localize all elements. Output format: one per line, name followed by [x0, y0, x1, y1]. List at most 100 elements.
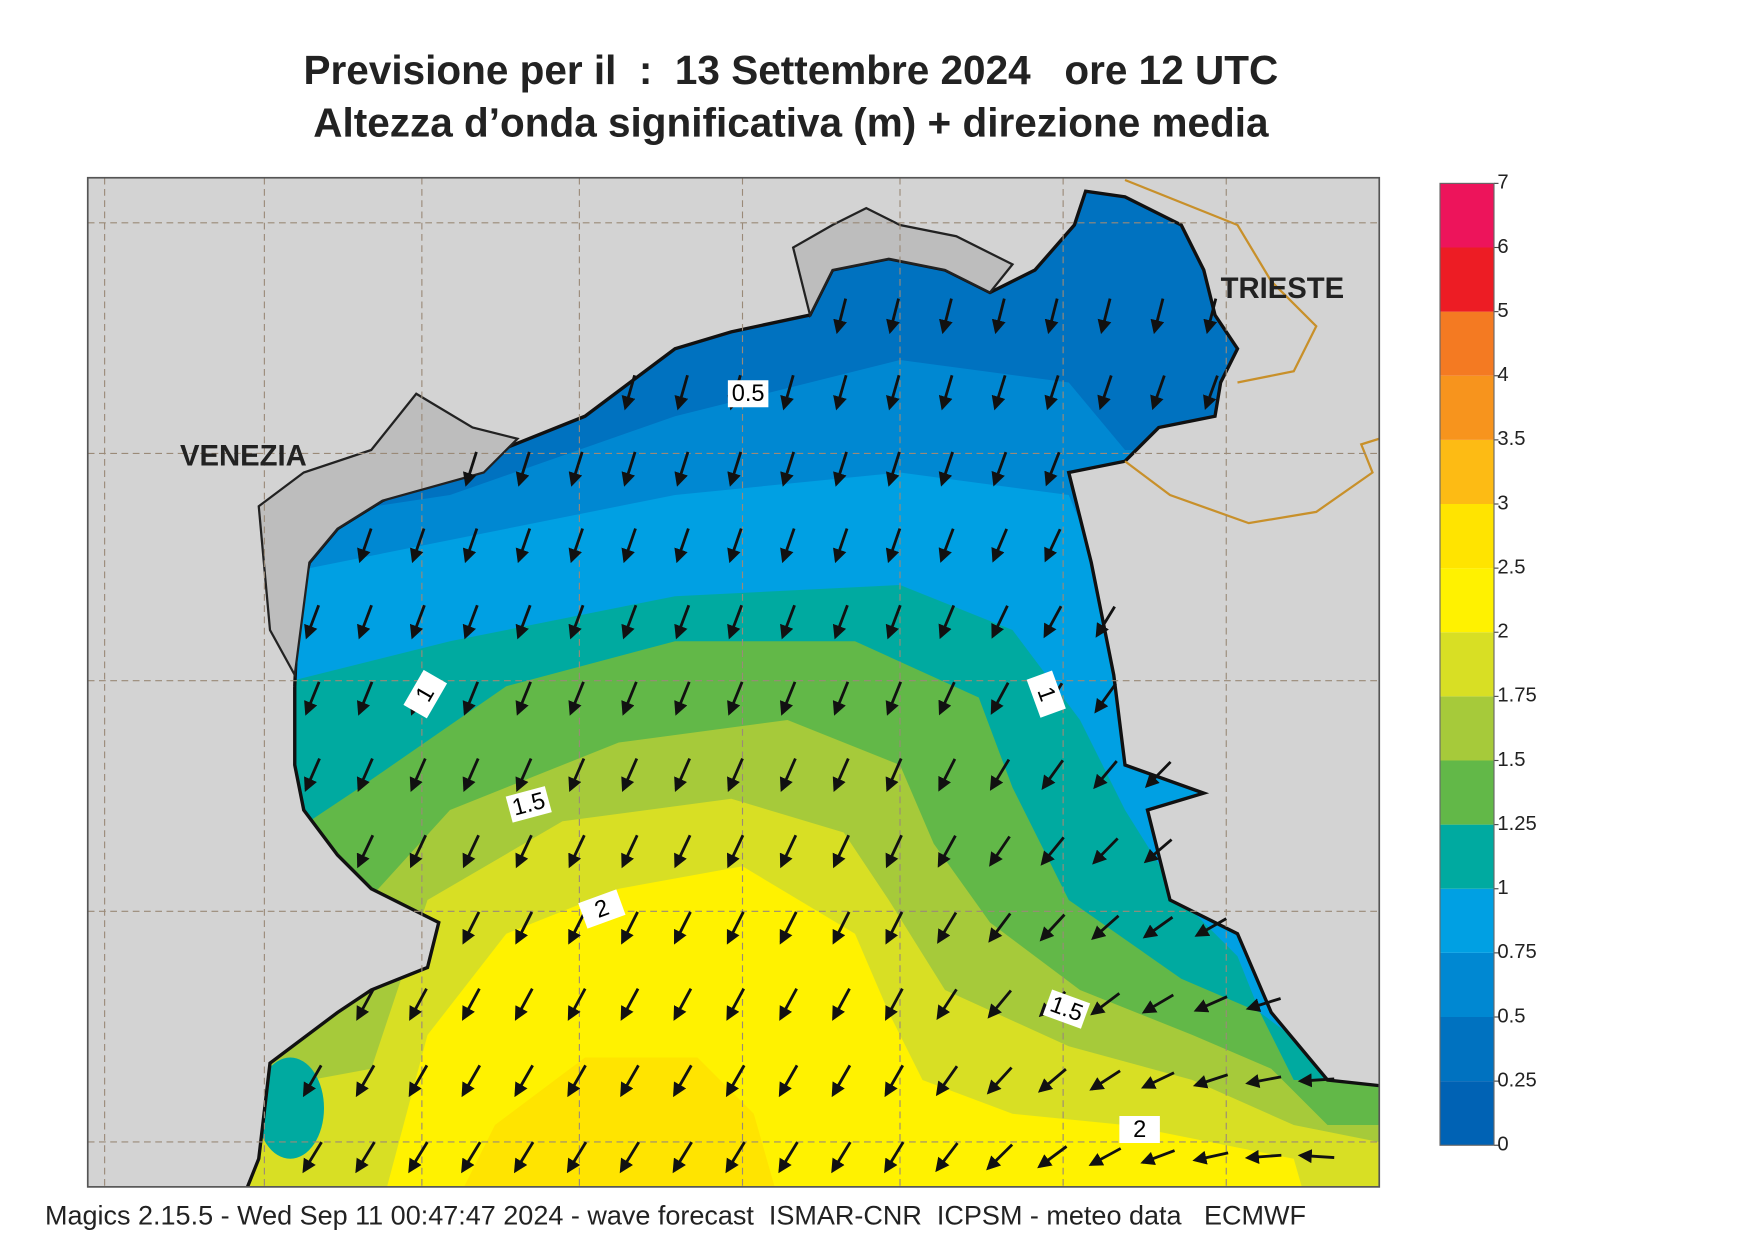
wave-arrow: [938, 451, 954, 487]
wave-arrow: [939, 298, 953, 335]
contour-value: 0.5: [732, 381, 765, 407]
wave-arrow: [1097, 298, 1112, 335]
wave-arrow: [673, 1064, 693, 1098]
subtitle: Altezza d’onda significativa (m) + direz…: [313, 100, 1269, 146]
wave-arrow: [1037, 1145, 1068, 1169]
colorbar-frame: [1439, 182, 1495, 1146]
title: Previsione per il : 13 Settembre 2024 or…: [304, 47, 1279, 93]
wave-arrow: [355, 1064, 376, 1098]
wave-arrow: [1193, 995, 1228, 1013]
wave-arrow: [567, 1064, 587, 1098]
colorbar-label: 1.75: [1497, 685, 1536, 707]
wave-arrow: [1039, 913, 1066, 942]
wave-arrow: [619, 1141, 641, 1174]
wave-arrow: [462, 911, 481, 945]
wave-arrow: [833, 374, 848, 411]
wave-arrow: [885, 987, 904, 1021]
wave-arrow: [621, 911, 639, 945]
wave-arrow: [832, 987, 851, 1021]
wave-arrow: [938, 604, 956, 640]
wave-arrow: [885, 757, 903, 793]
wave-arrow: [515, 604, 532, 640]
wave-arrow: [674, 604, 691, 640]
wave-arrow: [515, 911, 534, 945]
wave-arrow: [1094, 682, 1117, 714]
wave-arrow: [725, 1141, 746, 1174]
wave-arrow: [515, 834, 533, 869]
wave-arrow: [1141, 993, 1175, 1014]
wave-arrow: [462, 987, 481, 1021]
colorbar-label: 1.25: [1497, 813, 1536, 835]
wave-arrow: [409, 757, 427, 793]
map: 0.51 11.521.52: [87, 177, 1380, 1187]
wave-arrow: [410, 528, 426, 564]
label-box: [505, 786, 552, 823]
wave-arrow: [832, 757, 850, 793]
colorbar-label: 0: [1497, 1134, 1508, 1156]
wave-arrow: [462, 834, 480, 869]
wave-arrow: [937, 835, 957, 868]
lagoon: [257, 392, 520, 679]
colorbar-label: 0.5: [1497, 1005, 1525, 1027]
wave-arrow: [620, 1064, 640, 1098]
colorbar-segment: [1440, 696, 1494, 761]
wave-arrow: [986, 1066, 1013, 1095]
colorbar-segment: [1440, 632, 1494, 697]
wave-arrow: [884, 1141, 905, 1174]
wave-arrow: [1245, 997, 1282, 1012]
border: [1124, 178, 1380, 525]
wave-arrow: [1194, 917, 1227, 937]
colorbar-segment: [1440, 760, 1494, 825]
wave-arrow: [778, 1064, 799, 1098]
wave-arrow: [408, 1141, 429, 1174]
wave-arrow: [304, 604, 320, 640]
wave-arrow: [621, 451, 637, 487]
wave-arrow: [1089, 1069, 1121, 1091]
wave-arrow: [991, 605, 1009, 639]
wave-arrow: [727, 681, 744, 716]
wave-arrow: [726, 834, 745, 869]
coastline: [245, 189, 1380, 1187]
wave-arrow: [1093, 760, 1118, 790]
wave-arrow: [674, 757, 691, 793]
colorbar-label: 5: [1497, 300, 1508, 322]
wave-arrow: [1097, 375, 1113, 411]
colorbar-segment: [1440, 247, 1494, 312]
wave-arrow: [673, 987, 693, 1021]
wave-arrow: [568, 681, 585, 716]
wave-arrow: [674, 374, 689, 411]
wave-arrow: [886, 374, 901, 411]
wave-arrow: [884, 1064, 905, 1098]
colorbar-segment: [1440, 311, 1494, 376]
contour-label: 1: [1026, 670, 1066, 718]
wave-arrow: [356, 987, 375, 1021]
wave-arrow: [726, 987, 746, 1021]
wave-arrow: [1092, 837, 1119, 865]
wave-arrow: [620, 987, 640, 1021]
colorbar-segment: [1440, 439, 1494, 504]
colorbar-label: 2: [1497, 621, 1508, 643]
wave-arrow: [1192, 1073, 1229, 1089]
wave-arrow: [568, 911, 586, 945]
wave-arrow: [832, 604, 849, 640]
wave-arrow: [514, 987, 534, 1021]
wave-arrow: [566, 1141, 588, 1174]
contour-label: 2: [578, 889, 626, 929]
wave-arrow: [568, 757, 586, 793]
graticule: [87, 177, 1380, 1187]
wave-arrow: [1150, 375, 1166, 411]
wave-arrow: [991, 451, 1008, 487]
colorbar-label: 1: [1497, 877, 1508, 899]
wave-arrow: [1192, 1150, 1229, 1165]
wave-arrow: [462, 757, 480, 793]
wave-arrow: [1044, 451, 1061, 487]
wave-arrow: [779, 987, 798, 1021]
place-label: VENEZIA: [180, 441, 307, 473]
label-box: [1119, 1116, 1160, 1143]
wave-arrow: [462, 528, 479, 564]
colorbar-label: 4: [1497, 364, 1508, 386]
wave-arrow: [621, 757, 639, 793]
wave-arrow: [886, 298, 900, 335]
wave-arrow: [1142, 916, 1174, 939]
place-label: TRIESTE: [1221, 273, 1345, 305]
